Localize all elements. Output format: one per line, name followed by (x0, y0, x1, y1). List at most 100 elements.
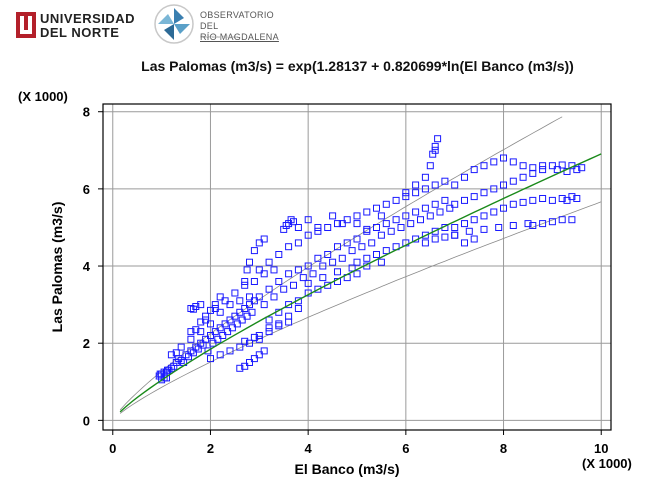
data-point (204, 347, 212, 355)
data-point (255, 293, 263, 301)
data-point (382, 220, 390, 228)
data-point (343, 216, 351, 224)
data-point (451, 231, 459, 239)
data-point (231, 289, 239, 297)
data-point (250, 297, 258, 305)
data-point (155, 372, 163, 380)
data-point (219, 332, 227, 339)
data-point (480, 225, 488, 233)
data-point (343, 239, 351, 247)
data-point (246, 301, 253, 309)
data-point (363, 254, 371, 262)
data-point (187, 335, 195, 343)
data-point (294, 224, 302, 231)
data-point (334, 220, 341, 228)
tick-layer: 0 2 4 6 8 10 0 2 4 6 8 (83, 105, 609, 456)
data-point (421, 173, 429, 181)
x-axis-multiplier: (X 1000) (582, 456, 632, 471)
data-point (216, 351, 224, 359)
observatory-subtitle: Universidad del Norte (200, 34, 239, 39)
data-point (382, 200, 390, 208)
data-point (197, 301, 205, 309)
data-point (519, 198, 527, 206)
data-point (275, 320, 283, 328)
data-point (524, 220, 532, 228)
data-point (529, 164, 537, 172)
fitted-curve (119, 153, 602, 413)
data-point (275, 278, 283, 285)
x-tick-label: 10 (594, 441, 608, 456)
data-point (285, 270, 293, 278)
data-point (490, 208, 498, 216)
data-point (207, 320, 214, 328)
observatory-emblem-icon (154, 4, 194, 44)
data-point (392, 196, 400, 204)
data-point (338, 220, 346, 228)
x-tick-label: 8 (500, 441, 507, 456)
data-point (470, 193, 478, 201)
data-point (470, 235, 478, 243)
data-point (265, 316, 273, 324)
data-point (529, 222, 537, 229)
data-point (172, 349, 180, 357)
data-point (461, 239, 468, 247)
data-point (451, 231, 459, 239)
data-point (209, 339, 217, 347)
data-point (290, 281, 297, 289)
data-point (353, 270, 361, 278)
data-point (353, 220, 361, 228)
x-axis-label: El Banco (m3/s) (294, 461, 399, 477)
data-point (436, 208, 444, 216)
data-point (172, 359, 180, 366)
data-point (461, 220, 468, 228)
data-point (446, 204, 454, 212)
x-tick-label: 6 (402, 441, 409, 456)
data-point (285, 301, 293, 309)
data-point (539, 220, 547, 228)
data-point (294, 266, 302, 274)
data-point (421, 239, 429, 247)
data-point (167, 351, 175, 359)
data-point (250, 333, 258, 341)
data-point (426, 162, 434, 170)
data-point (214, 335, 222, 343)
data-point (211, 301, 219, 309)
data-point (304, 279, 312, 287)
data-point (243, 266, 251, 274)
data-point (461, 196, 468, 204)
data-point (563, 196, 571, 204)
data-point (539, 166, 547, 174)
data-point (226, 316, 234, 324)
data-point (431, 146, 439, 154)
data-point (353, 235, 361, 243)
data-point (255, 332, 263, 339)
data-point (568, 216, 576, 224)
data-point (177, 357, 185, 365)
data-point (187, 328, 195, 336)
data-point (407, 220, 415, 228)
data-point (197, 339, 205, 347)
data-point (451, 181, 459, 189)
data-point (548, 162, 556, 170)
data-point (431, 200, 439, 208)
data-point (241, 362, 249, 370)
universidad-mark-icon (16, 12, 36, 38)
prediction-band-upper (119, 116, 563, 411)
data-point (260, 270, 268, 278)
data-point (189, 305, 197, 313)
data-point (167, 364, 175, 372)
data-point (529, 196, 537, 204)
observatory-name-line2: RÍO MAGDALENA (200, 32, 279, 42)
data-point (500, 154, 507, 162)
data-point (529, 169, 537, 177)
data-point (197, 328, 205, 336)
data-point (558, 161, 566, 169)
data-point (156, 370, 164, 378)
data-point (421, 185, 429, 193)
data-point (197, 318, 205, 326)
data-point (216, 308, 224, 316)
data-point (334, 243, 341, 251)
x-tick-label: 4 (305, 441, 313, 456)
data-point (282, 222, 290, 229)
